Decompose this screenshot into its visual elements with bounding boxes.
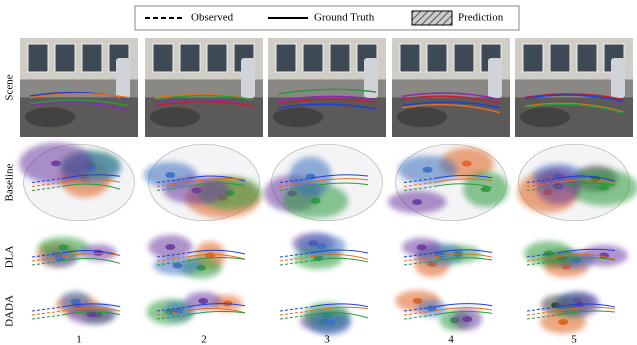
car [611, 58, 625, 98]
window [276, 44, 296, 72]
density-core [165, 244, 175, 250]
car [116, 58, 130, 98]
column-label: 2 [201, 334, 207, 345]
scene-image [515, 38, 633, 137]
window [180, 44, 200, 72]
prediction-panel [395, 290, 501, 331]
window [454, 44, 474, 72]
prediction-panel [388, 144, 509, 221]
window [400, 44, 420, 72]
shadow [25, 107, 75, 127]
prediction-panel [517, 144, 637, 221]
row-label: DLA [4, 246, 16, 269]
legend-label: Prediction [458, 12, 504, 24]
window [153, 44, 173, 72]
shadow [397, 107, 447, 127]
window [577, 44, 597, 72]
window [523, 44, 543, 72]
density-core [325, 319, 335, 325]
density-core [423, 167, 433, 173]
density-core [174, 308, 184, 314]
legend: Observed Ground Truth Prediction [135, 6, 519, 30]
scene-image [20, 38, 138, 137]
window [55, 44, 75, 72]
column-label: 1 [76, 334, 82, 345]
window [550, 44, 570, 72]
prediction-panel [524, 231, 628, 283]
prediction-panel [277, 290, 377, 335]
shadow [150, 107, 200, 127]
scene-image [268, 38, 386, 137]
density-core [462, 160, 472, 166]
column-label: 5 [571, 334, 577, 345]
prediction-panel [277, 231, 377, 283]
prediction-panel [29, 231, 129, 283]
panels [19, 38, 637, 335]
prediction-panel [524, 290, 624, 333]
row-label: Baseline [4, 163, 16, 201]
density-core [198, 298, 208, 304]
scene-image [392, 38, 510, 137]
window [330, 44, 350, 72]
density-core [599, 185, 609, 191]
column-label: 3 [324, 334, 330, 345]
window [207, 44, 227, 72]
shadow [273, 107, 323, 127]
density-core [165, 172, 175, 178]
density-core [58, 244, 68, 250]
density-core [417, 244, 427, 250]
legend-label: Observed [191, 12, 234, 24]
car [241, 58, 255, 98]
prediction-panel [147, 290, 254, 331]
window [303, 44, 323, 72]
shadow [520, 107, 570, 127]
legend-label: Ground Truth [314, 12, 375, 24]
density-core [462, 316, 472, 322]
prediction-panel [29, 290, 129, 331]
scene-image [145, 38, 263, 137]
density-core [191, 187, 201, 193]
row-label: DADA [4, 295, 16, 327]
density-core [172, 263, 182, 269]
density-core [51, 160, 61, 166]
density-core [316, 243, 326, 249]
window [28, 44, 48, 72]
car [488, 58, 502, 98]
window [82, 44, 102, 72]
prediction-panel [19, 143, 134, 221]
prediction-panel [264, 144, 382, 221]
density-core [412, 199, 422, 205]
column-label: 4 [448, 334, 454, 345]
window [427, 44, 447, 72]
prediction-panel [401, 231, 501, 283]
density-core [311, 198, 321, 204]
density-core [70, 299, 80, 305]
prediction-panel [148, 231, 254, 283]
figure: Observed Ground Truth Prediction Scene Ba… [0, 0, 637, 345]
density-core [558, 319, 568, 325]
row-label: Scene [4, 74, 16, 100]
prediction-panel [144, 144, 261, 221]
